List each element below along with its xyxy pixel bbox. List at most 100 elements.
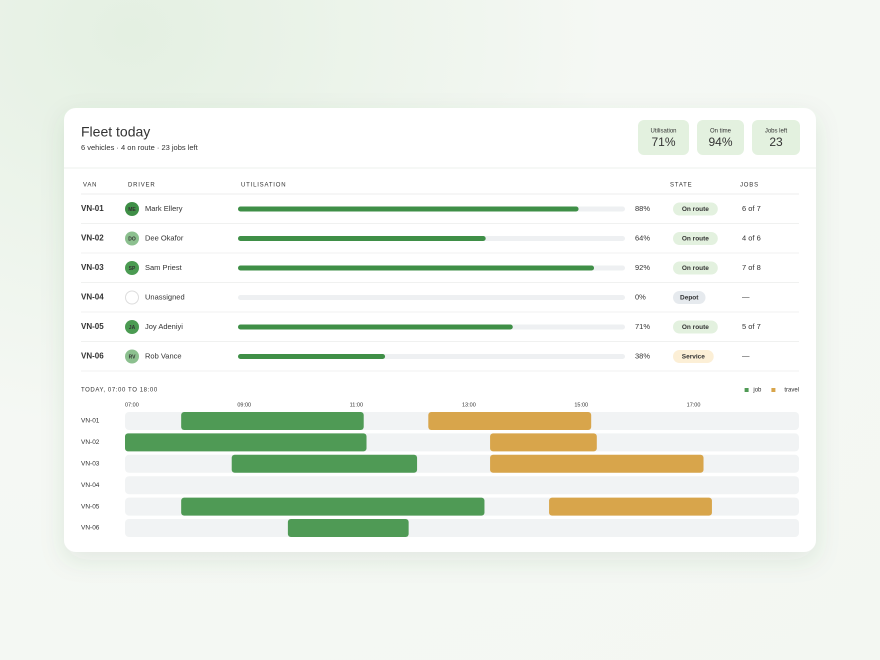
state-pill — [673, 291, 706, 304]
subtitle: 6 vehicles · 4 on route · 23 jobs left — [81, 143, 199, 152]
avatar-initials: RV — [129, 354, 137, 360]
legend-swatch — [771, 388, 776, 392]
util-label: 38% — [635, 351, 650, 360]
avatar — [125, 231, 139, 246]
state-label: Depot — [680, 295, 699, 302]
util-label: 71% — [635, 322, 650, 331]
jobs: 7 of 8 — [742, 263, 761, 272]
driver-name: Rob Vance — [145, 351, 182, 360]
x-tick-label: 09:00 — [237, 402, 251, 408]
row-label: VN-06 — [81, 525, 100, 532]
avatar — [125, 290, 139, 305]
avatar-initials: ME — [128, 207, 136, 213]
driver-name: Unassigned — [145, 292, 185, 301]
stat-label: Jobs left — [765, 129, 788, 135]
stat-label: Utilisation — [650, 129, 676, 135]
state-pill — [673, 320, 718, 334]
x-tick-label: 13:00 — [462, 402, 476, 408]
stat-value: 71% — [651, 135, 675, 149]
x-tick-label: 11:00 — [350, 402, 363, 408]
van-id: VN-04 — [81, 293, 104, 302]
state-label: On route — [682, 265, 709, 272]
state-pill — [673, 202, 718, 216]
van-id: VN-03 — [81, 263, 104, 272]
util-bar — [238, 206, 579, 212]
avatar — [125, 261, 139, 275]
util-label: 64% — [635, 233, 650, 242]
travel-block — [490, 454, 704, 473]
stat-box — [638, 120, 689, 155]
util-track — [238, 295, 625, 300]
state-label: On route — [682, 324, 709, 331]
util-label: 0% — [635, 292, 646, 301]
state-pill — [673, 350, 714, 363]
column-header: UTILISATION — [241, 183, 286, 189]
stat-box — [697, 120, 744, 155]
van-id: VN-01 — [81, 204, 104, 213]
legend-swatch — [744, 388, 749, 392]
travel-block — [428, 412, 592, 430]
column-header: JOBS — [740, 183, 759, 189]
row-label: VN-01 — [81, 418, 100, 425]
jobs: — — [742, 351, 750, 360]
jobs: 4 of 6 — [742, 233, 761, 242]
util-label: 92% — [635, 263, 650, 272]
state-label: On route — [682, 206, 709, 213]
state-pill — [673, 232, 718, 245]
util-bar — [238, 265, 595, 271]
util-bar — [238, 324, 513, 330]
job-block — [181, 412, 364, 430]
lane — [125, 476, 799, 495]
van-id: VN-02 — [81, 234, 104, 243]
title: Fleet today — [81, 124, 150, 140]
row-label: VN-05 — [81, 503, 100, 510]
van-id: VN-06 — [81, 352, 104, 361]
avatar — [125, 349, 139, 364]
column-header: VAN — [83, 183, 97, 189]
x-tick-label: 07:00 — [125, 402, 139, 408]
row-label: VN-04 — [81, 482, 100, 489]
util-bar — [238, 354, 386, 359]
driver-name: Sam Priest — [145, 263, 183, 272]
row-label: VN-02 — [81, 439, 100, 446]
avatar — [125, 202, 139, 216]
stat-value: 23 — [769, 135, 783, 149]
timeline-title: TODAY, 07:00 TO 18:00 — [81, 388, 158, 394]
column-header: DRIVER — [128, 183, 155, 189]
util-bar — [238, 236, 486, 241]
jobs: — — [742, 292, 750, 301]
lane — [125, 519, 799, 537]
jobs: 5 of 7 — [742, 322, 761, 331]
job-block — [287, 519, 409, 537]
legend-label: job — [752, 388, 762, 394]
avatar-initials: SP — [129, 266, 136, 272]
job-block — [125, 433, 367, 452]
job-block — [181, 497, 485, 516]
avatar-initials: DO — [128, 236, 136, 242]
van-id: VN-05 — [81, 322, 104, 331]
state-label: Service — [682, 354, 706, 361]
row-label: VN-03 — [81, 461, 100, 468]
travel-block — [490, 433, 597, 452]
avatar-initials: JA — [129, 325, 136, 331]
column-header: STATE — [670, 183, 692, 189]
travel-block — [549, 497, 712, 516]
driver-name: Joy Adeniyi — [145, 322, 183, 331]
state-label: On route — [682, 236, 709, 243]
driver-name: Dee Okafor — [145, 233, 184, 242]
avatar — [125, 320, 139, 334]
state-pill — [673, 261, 718, 275]
x-tick-label: 15:00 — [574, 402, 588, 408]
jobs: 6 of 7 — [742, 204, 761, 213]
stat-value: 94% — [708, 135, 732, 149]
stat-label: On time — [710, 129, 732, 135]
x-tick-label: 17:00 — [687, 402, 701, 408]
stat-box — [752, 120, 800, 155]
util-label: 88% — [635, 204, 650, 213]
driver-name: Mark Ellery — [145, 204, 183, 213]
legend-label: travel — [784, 388, 799, 394]
job-block — [231, 454, 418, 473]
